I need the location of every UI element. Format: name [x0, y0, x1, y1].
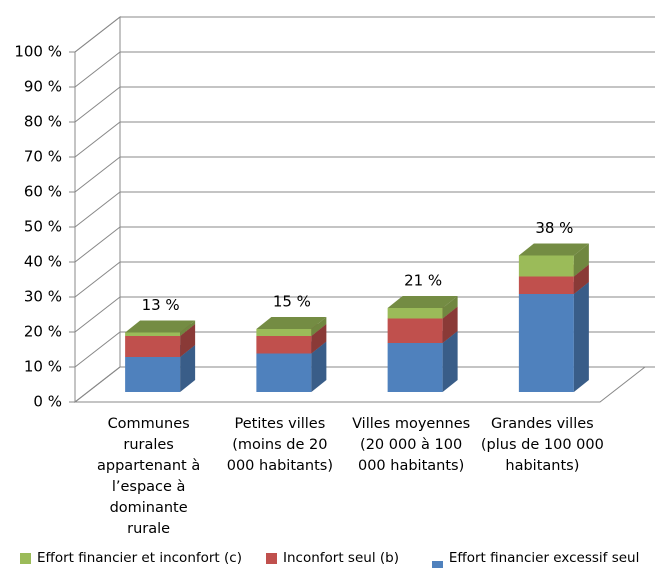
x-tick-label: Villes moyennes (20 000 à 100 000 habita… — [352, 416, 471, 474]
bar-top — [256, 317, 327, 329]
bar-side — [442, 331, 458, 392]
total-label: 21 % — [404, 272, 442, 290]
bar-front — [256, 336, 312, 354]
y-tick-label: 80 % — [24, 113, 62, 131]
y-tick-label: 70 % — [24, 148, 62, 166]
grid-line — [69, 296, 655, 333]
bar-side — [573, 243, 589, 277]
bar-side — [573, 264, 589, 294]
bar-side — [311, 341, 327, 392]
bar-front — [256, 353, 312, 392]
legend-swatch — [432, 560, 443, 568]
total-label: 38 % — [535, 219, 573, 237]
bar-side — [180, 320, 196, 336]
x-tick-label: Grandes villes (plus de 100 000 habitant… — [480, 416, 604, 474]
bar-segment — [125, 320, 196, 336]
bar-front — [125, 336, 181, 357]
bar-front — [387, 318, 443, 343]
bar-front — [518, 255, 574, 277]
total-label: 15 % — [273, 293, 311, 311]
legend-swatch — [20, 552, 31, 564]
bar-side — [311, 317, 327, 336]
legend-item: Effort financier et inconfort (c) — [20, 550, 242, 566]
bar-front — [518, 294, 574, 392]
bar-top — [387, 296, 458, 308]
grid-line — [69, 121, 655, 158]
bar-side — [442, 306, 458, 343]
grid-line — [69, 51, 655, 88]
bar-side — [180, 324, 196, 357]
y-tick-label: 0 % — [33, 393, 62, 411]
bar-front — [387, 308, 443, 319]
grid-line — [69, 366, 655, 403]
x-tick-label: Petites villes (moins de 20 000 habitant… — [226, 416, 333, 474]
y-tick-label: 100 % — [14, 43, 62, 61]
y-tick-label: 10 % — [24, 358, 62, 376]
bar-side — [180, 345, 196, 392]
bar-front — [518, 276, 574, 294]
legend-item: Effort financier excessif seul (a) — [432, 550, 660, 568]
y-tick-label: 20 % — [24, 323, 62, 341]
bar-side — [442, 296, 458, 319]
bar-segment — [256, 317, 327, 336]
legend-item: Inconfort seul (b) — [266, 550, 399, 566]
bar-top — [518, 243, 589, 256]
grid-line — [69, 261, 655, 298]
y-tick-label: 60 % — [24, 183, 62, 201]
legend-label: Effort financier et inconfort (c) — [37, 550, 242, 566]
bar-segment — [387, 296, 458, 319]
legend-swatch — [266, 552, 277, 564]
bar-top — [125, 320, 196, 333]
legend-label: Inconfort seul (b) — [283, 550, 399, 566]
y-tick-label: 30 % — [24, 288, 62, 306]
bar-front — [256, 329, 312, 336]
x-tick-label: Communes rurales appartenant à l’espace … — [97, 416, 201, 537]
grid-line — [69, 156, 655, 193]
grid-line — [69, 191, 655, 228]
bar-front — [125, 332, 181, 336]
bar-front — [387, 343, 443, 392]
grid-line — [69, 86, 655, 123]
grid-line — [69, 226, 655, 263]
bar-segment — [518, 243, 589, 277]
legend-label: Effort financier excessif seul (a) — [448, 550, 640, 568]
grid-line — [69, 16, 655, 53]
y-tick-label: 90 % — [24, 78, 62, 96]
y-tick-label: 50 % — [24, 218, 62, 236]
bar-side — [573, 282, 589, 392]
total-label: 13 % — [142, 296, 180, 314]
grid-line — [69, 331, 655, 368]
bar-segment — [518, 282, 589, 392]
y-tick-label: 40 % — [24, 253, 62, 271]
bar-front — [125, 357, 181, 392]
bar-side — [311, 324, 327, 354]
